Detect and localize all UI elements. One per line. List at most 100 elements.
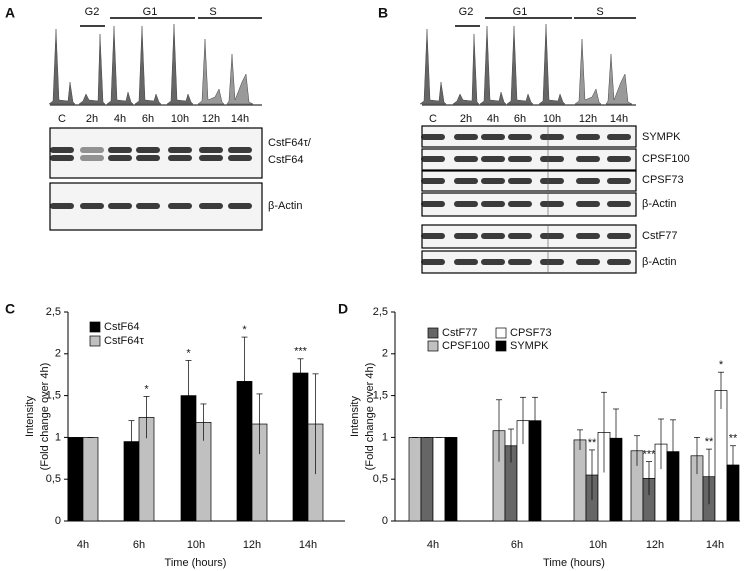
histogram xyxy=(419,28,447,105)
y-tick-label: 0 xyxy=(382,515,388,527)
band xyxy=(421,134,445,140)
lane-label: C xyxy=(429,113,437,125)
histogram xyxy=(479,25,507,105)
band xyxy=(508,156,532,162)
bar xyxy=(573,439,587,522)
legend-swatch xyxy=(495,340,507,352)
phase-label: G1 xyxy=(143,6,158,18)
significance: ** xyxy=(705,436,714,448)
histogram xyxy=(48,28,76,105)
blot-label: CstF64τ/ xyxy=(268,137,312,149)
significance: ** xyxy=(588,437,597,449)
histogram xyxy=(166,23,194,105)
legend-label: CPSF73 xyxy=(510,327,552,339)
band xyxy=(576,233,600,239)
phase-label: G2 xyxy=(85,6,100,18)
blot-label: CPSF73 xyxy=(642,174,684,186)
y-tick-label: 2,5 xyxy=(373,306,388,318)
histogram xyxy=(197,38,225,105)
y-axis-label: (Fold change over 4h) xyxy=(364,363,376,471)
band xyxy=(454,233,478,239)
band xyxy=(228,147,252,153)
band xyxy=(576,156,600,162)
lane-label: C xyxy=(58,113,66,125)
lane-label: 2h xyxy=(86,113,98,125)
y-tick-label: 0,5 xyxy=(373,473,388,485)
band xyxy=(421,201,445,207)
band xyxy=(540,259,564,265)
lane-label: 2h xyxy=(460,113,472,125)
histogram xyxy=(134,25,162,105)
bar xyxy=(82,437,99,522)
bar xyxy=(714,390,728,522)
band xyxy=(508,201,532,207)
band xyxy=(108,203,132,209)
x-tick-label: 14h xyxy=(299,539,317,551)
band xyxy=(199,203,223,209)
legend-swatch xyxy=(427,340,439,352)
lane-label: 10h xyxy=(171,113,189,125)
y-tick-label: 1,5 xyxy=(373,390,388,402)
band xyxy=(136,155,160,161)
lane-label: 10h xyxy=(543,113,561,125)
band xyxy=(80,147,104,153)
band xyxy=(421,233,445,239)
significance: ** xyxy=(729,433,738,445)
band xyxy=(607,156,631,162)
x-axis-label: Time (hours) xyxy=(165,557,227,569)
band xyxy=(508,134,532,140)
band xyxy=(454,259,478,265)
band xyxy=(50,155,74,161)
y-axis-label: Intensity xyxy=(349,396,361,437)
band xyxy=(50,147,74,153)
band xyxy=(607,178,631,184)
band xyxy=(508,178,532,184)
band xyxy=(136,203,160,209)
y-tick-label: 1,5 xyxy=(46,390,61,402)
x-tick-label: 12h xyxy=(646,539,664,551)
lane-label: 6h xyxy=(514,113,526,125)
band xyxy=(607,233,631,239)
band xyxy=(576,259,600,265)
histogram xyxy=(605,53,633,105)
band xyxy=(50,203,74,209)
band xyxy=(80,155,104,161)
histogram xyxy=(506,25,534,105)
histogram xyxy=(538,23,566,105)
lane-label: 12h xyxy=(579,113,597,125)
band xyxy=(454,201,478,207)
band xyxy=(540,178,564,184)
band xyxy=(481,134,505,140)
band xyxy=(508,259,532,265)
band xyxy=(607,201,631,207)
y-tick-label: 2 xyxy=(55,348,61,360)
legend-swatch xyxy=(89,335,101,347)
legend-swatch xyxy=(495,327,507,339)
band xyxy=(576,134,600,140)
band xyxy=(508,233,532,239)
significance: * xyxy=(144,383,149,395)
blot-label: SYMPK xyxy=(642,131,681,143)
x-axis-label: Time (hours) xyxy=(543,557,605,569)
bar xyxy=(444,437,458,522)
panel-label: A xyxy=(5,5,15,21)
bar xyxy=(67,437,84,522)
phase-label: S xyxy=(209,6,216,18)
x-tick-label: 4h xyxy=(77,539,89,551)
bar xyxy=(432,437,446,522)
band xyxy=(168,147,192,153)
band xyxy=(607,259,631,265)
phase-label: G2 xyxy=(459,6,474,18)
lane-label: 4h xyxy=(487,113,499,125)
band xyxy=(168,203,192,209)
x-tick-label: 10h xyxy=(187,539,205,551)
x-tick-label: 14h xyxy=(706,539,724,551)
legend-label: CstF64 xyxy=(104,321,139,333)
blot-label: CstF77 xyxy=(642,230,677,242)
band xyxy=(108,147,132,153)
band xyxy=(540,156,564,162)
x-tick-label: 12h xyxy=(243,539,261,551)
band xyxy=(168,155,192,161)
band xyxy=(607,134,631,140)
